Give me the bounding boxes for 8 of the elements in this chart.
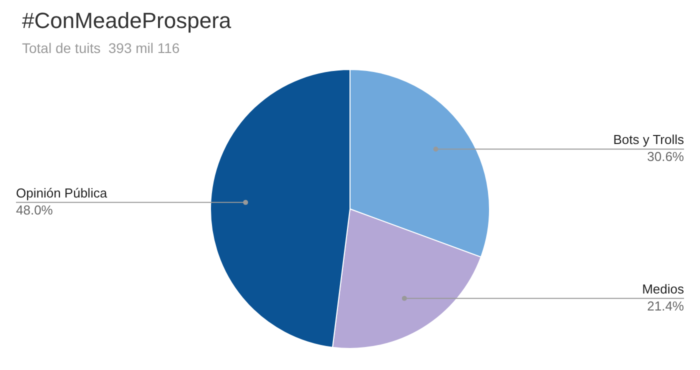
data-label: 21.4% <box>647 298 684 314</box>
slice-label: Bots y Trolls <box>613 132 684 148</box>
chart-subtitle: Total de tuits 393 mil 116 <box>22 40 181 56</box>
chart-title: #ConMeadeProspera <box>22 8 232 34</box>
data-label: 48.0% <box>16 202 54 218</box>
slice-label: Medios <box>642 281 684 296</box>
data-label: 30.6% <box>647 149 684 164</box>
slice-label: Opinión Pública <box>16 186 108 201</box>
